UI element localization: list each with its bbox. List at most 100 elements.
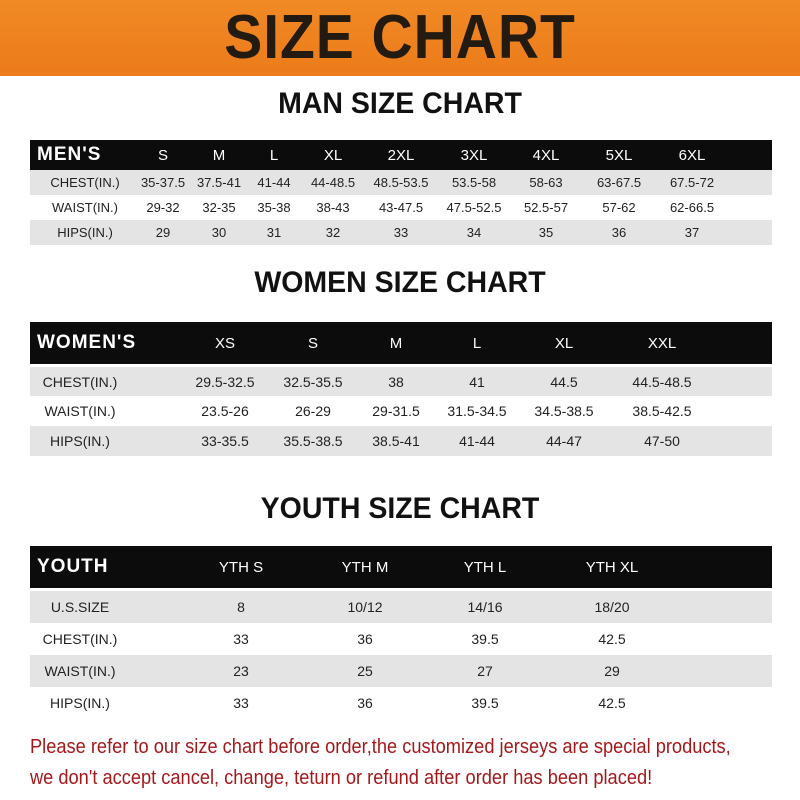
- size-header: S: [307, 334, 319, 352]
- table-cell: 35: [538, 225, 554, 240]
- size-header: 2XL: [387, 146, 415, 164]
- table-cell: 35.5-38.5: [283, 433, 343, 449]
- table-cell: 67.5-72: [669, 175, 715, 190]
- table-row: HIPS(IN.) 29 30 31 32 33 34 35 36 37: [30, 220, 772, 245]
- table-cell: 34.5-38.5: [534, 403, 594, 419]
- notice-line-1: Please refer to our size chart before or…: [30, 735, 731, 758]
- table-row: WAIST(IN.) 23 25 27 29: [30, 655, 772, 687]
- table-cell: 37: [684, 225, 700, 240]
- table-cell: 35-37.5: [140, 175, 186, 190]
- table-header-row: WOMEN'S XS S M L XL XXL: [30, 322, 772, 364]
- table-cell: 63-67.5: [596, 175, 642, 190]
- table-cell: 42.5: [598, 695, 626, 711]
- men-size-table: MEN'S S M L XL 2XL 3XL 4XL 5XL 6XL CHEST(IN.) 35-37…: [30, 140, 772, 245]
- table-cell: 30: [211, 225, 227, 240]
- men-section-title: MAN SIZE CHART: [278, 87, 522, 120]
- table-row: WAIST(IN.) 29-32 32-35 35-38 38-43 43-47.5 47.…: [30, 195, 772, 220]
- women-section-title: WOMEN SIZE CHART: [254, 266, 546, 299]
- table-cell: 32: [325, 225, 341, 240]
- size-header: M: [212, 146, 226, 164]
- table-title-cell: YOUTH: [37, 556, 109, 577]
- table-cell: 38.5-41: [372, 433, 420, 449]
- table-cell: 26-29: [295, 403, 331, 419]
- size-header: S: [157, 146, 169, 164]
- table-row: U.S.SIZE 8 10/12 14/16 18/20: [30, 591, 772, 623]
- table-cell: 29-31.5: [372, 403, 420, 419]
- youth-section-title: YOUTH SIZE CHART: [260, 492, 540, 525]
- table-cell: 23: [233, 663, 249, 679]
- size-header: 4XL: [532, 146, 560, 164]
- order-notice: Please refer to our size chart before or…: [30, 731, 731, 793]
- table-title-cell: WOMEN'S: [37, 332, 137, 353]
- table-cell: 62-66.5: [669, 200, 715, 215]
- table-cell: 33: [233, 695, 249, 711]
- table-row: CHEST(IN.) 29.5-32.5 32.5-35.5 38 41 44.5 44.5…: [30, 367, 772, 396]
- table-cell: 32-35: [202, 200, 236, 215]
- table-cell: 57-62: [602, 200, 636, 215]
- size-header: XL: [554, 334, 574, 352]
- size-header: 5XL: [605, 146, 633, 164]
- size-header: XL: [323, 146, 343, 164]
- table-cell: 29: [155, 225, 171, 240]
- size-header: L: [472, 334, 482, 352]
- notice-line-2: we don't accept cancel, change, teturn o…: [30, 766, 653, 789]
- table-cell: 48.5-53.5: [373, 175, 429, 190]
- size-header: YTH XL: [585, 558, 639, 576]
- table-cell: 18/20: [594, 599, 630, 615]
- table-cell: 39.5: [471, 631, 499, 647]
- table-title-cell: MEN'S: [37, 144, 102, 165]
- table-row: HIPS(IN.) 33 36 39.5 42.5: [30, 687, 772, 719]
- table-cell: 38-43: [316, 200, 350, 215]
- measure-label: WAIST(IN.): [44, 403, 116, 419]
- table-cell: 47.5-52.5: [446, 200, 502, 215]
- table-cell: 34: [466, 225, 482, 240]
- table-row: CHEST(IN.) 35-37.5 37.5-41 41-44 44-48.5 48.5…: [30, 170, 772, 195]
- table-cell: 36: [357, 695, 373, 711]
- measure-label: WAIST(IN.): [44, 663, 116, 679]
- size-header: YTH M: [341, 558, 389, 576]
- size-header: L: [269, 146, 279, 164]
- table-cell: 47-50: [644, 433, 680, 449]
- measure-label: WAIST(IN.): [52, 200, 118, 215]
- table-cell: 52.5-57: [523, 200, 569, 215]
- table-cell: 53.5-58: [451, 175, 497, 190]
- size-header: YTH L: [463, 558, 507, 576]
- table-cell: 29-32: [146, 200, 180, 215]
- title-banner: SIZE CHART: [0, 0, 800, 76]
- table-cell: 33: [393, 225, 409, 240]
- table-cell: 25: [357, 663, 373, 679]
- table-header-row: MEN'S S M L XL 2XL 3XL 4XL 5XL 6XL: [30, 140, 772, 170]
- women-size-table: WOMEN'S XS S M L XL XXL CHEST(IN.) 29.5-32.5 32.5…: [30, 322, 772, 456]
- table-cell: 38: [388, 373, 404, 390]
- size-header: YTH S: [218, 558, 264, 576]
- size-header: M: [389, 334, 403, 352]
- table-cell: 39.5: [471, 695, 499, 711]
- table-cell: 44-47: [546, 433, 582, 449]
- size-header: XXL: [647, 334, 677, 352]
- table-cell: 33: [233, 631, 249, 647]
- youth-size-table: YOUTH YTH S YTH M YTH L YTH XL U.S.SIZE 8 10/12…: [30, 546, 772, 719]
- measure-label: CHEST(IN.): [50, 175, 120, 190]
- table-cell: 31.5-34.5: [447, 403, 507, 419]
- measure-label: HIPS(IN.): [57, 225, 113, 240]
- table-header-row: YOUTH YTH S YTH M YTH L YTH XL: [30, 546, 772, 588]
- measure-label: HIPS(IN.): [50, 695, 110, 711]
- table-cell: 41: [469, 373, 485, 390]
- table-row: CHEST(IN.) 33 36 39.5 42.5: [30, 623, 772, 655]
- table-cell: 42.5: [598, 631, 626, 647]
- table-cell: 14/16: [467, 599, 503, 615]
- table-cell: 10/12: [347, 599, 383, 615]
- table-cell: 38.5-42.5: [632, 403, 692, 419]
- size-header: 3XL: [460, 146, 488, 164]
- table-cell: 23.5-26: [201, 403, 249, 419]
- table-cell: 41-44: [459, 433, 495, 449]
- table-cell: 29.5-32.5: [195, 373, 255, 390]
- measure-label: U.S.SIZE: [50, 599, 110, 615]
- page-title: SIZE CHART: [224, 3, 576, 72]
- table-cell: 32.5-35.5: [283, 373, 343, 390]
- measure-label: CHEST(IN.): [42, 631, 118, 647]
- table-cell: 44.5: [550, 373, 578, 390]
- table-row: HIPS(IN.) 33-35.5 35.5-38.5 38.5-41 41-44 44-…: [30, 426, 772, 456]
- size-header: 6XL: [678, 146, 706, 164]
- table-cell: 36: [611, 225, 627, 240]
